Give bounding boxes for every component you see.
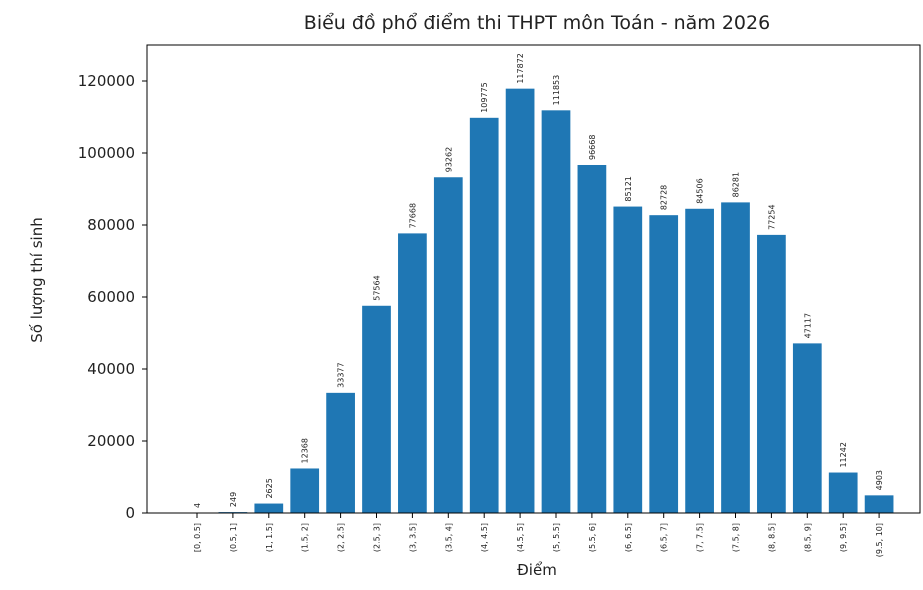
value-label: 4903 [875,470,884,490]
y-tick-label: 80000 [87,216,135,234]
bar [290,468,320,513]
y-tick-label: 20000 [87,432,135,450]
value-label: 111853 [552,75,561,106]
value-label: 12368 [301,438,310,463]
value-label: 109775 [480,82,489,113]
y-axis-label: Số lượng thí sinh [28,217,46,342]
value-label: 249 [229,492,238,507]
bar [828,472,858,513]
x-tick-label: (1, 1.5] [265,523,274,552]
bar [433,177,463,513]
bar [792,343,822,513]
y-tick-label: 0 [125,504,135,522]
x-tick-label: (5.5, 6] [588,523,597,552]
bar [362,305,391,513]
value-label: 93262 [444,147,453,172]
value-label: 33377 [337,362,346,387]
x-tick-label: (3, 3.5] [408,523,417,552]
x-tick-label: (7.5, 8] [732,523,741,552]
x-tick-label: (8, 8.5] [767,523,776,552]
bar [613,206,643,514]
value-label: 77254 [767,204,776,229]
plot-frame [146,44,921,514]
x-tick-label: (2, 2.5] [337,523,346,552]
bar [757,234,786,513]
x-tick-label: (1.5, 2] [301,523,310,552]
bar [398,233,427,513]
value-label: 82728 [660,185,669,210]
y-tick-label: 40000 [87,360,135,378]
y-tick-label: 60000 [87,288,135,306]
value-label: 57564 [373,275,382,300]
value-label: 85121 [624,176,633,201]
bar [721,202,750,513]
bar [577,164,607,514]
value-label: 96668 [588,135,597,160]
value-label: 117872 [516,53,525,84]
x-tick-label: (0.5, 1] [229,523,238,552]
x-tick-label: (6, 6.5] [624,523,633,552]
bar [649,215,679,513]
bar [505,88,535,513]
x-tick-label: (3.5, 4] [444,523,453,552]
chart-title: Biểu đồ phổ điểm thi THPT môn Toán - năm… [304,12,770,34]
x-tick-label: (6.5, 7] [660,523,669,552]
x-tick-label: (9, 9.5] [839,523,848,552]
x-tick-label: (8.5, 9] [803,523,812,552]
value-label: 4 [193,503,202,508]
x-tick-label: (5, 5.5] [552,523,561,552]
bar [864,495,894,513]
x-tick-label: (2.5, 3] [373,523,382,552]
value-label: 84506 [696,178,705,203]
x-tick-label: (9.5, 10] [875,523,884,557]
value-label: 77668 [408,203,417,228]
bar [326,392,355,513]
bar [685,208,714,514]
x-tick-label: (4.5, 5] [516,523,525,552]
value-label: 47117 [803,313,812,338]
x-tick-label: (7, 7.5] [696,523,705,552]
y-tick-label: 100000 [78,144,135,162]
bar [469,117,499,513]
x-axis-label: Điểm [517,561,557,579]
y-tick-label: 120000 [78,72,135,90]
x-tick-label: (4, 4.5] [480,523,489,552]
x-tick-label: [0, 0.5] [193,523,202,552]
value-label: 2625 [265,478,274,498]
value-label: 86281 [732,172,741,197]
value-label: 11242 [839,442,848,467]
bar [541,110,571,514]
bar [254,503,284,513]
